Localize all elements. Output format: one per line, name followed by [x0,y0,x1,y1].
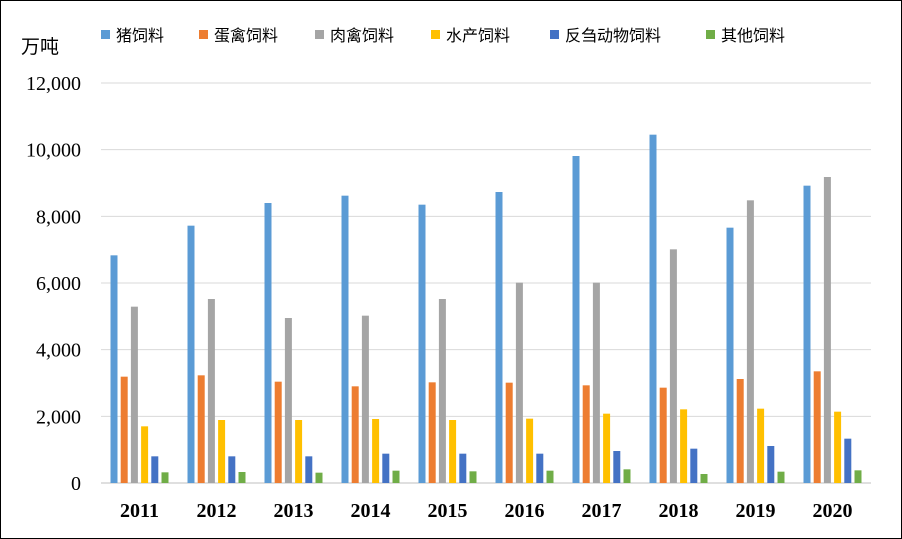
bar [428,382,436,483]
bar [613,451,621,483]
bar [151,456,159,483]
gridlines [101,82,871,417]
bar [592,282,600,483]
bar [669,249,677,483]
bar [218,420,226,483]
x-category-label: 2018 [659,500,699,522]
bar [844,438,852,483]
bar [161,472,169,483]
bar [659,387,667,483]
y-tick-label: 8,000 [36,206,81,228]
bar [238,472,246,483]
y-tick-label: 10,000 [26,140,81,162]
legend-label: 蛋禽饲料 [214,26,278,45]
legend-label: 反刍动物饲料 [565,26,661,45]
x-category-label: 2014 [351,500,391,522]
bar [449,420,457,483]
x-category-label: 2011 [120,500,159,522]
bar [228,456,236,483]
bar [110,255,118,483]
bar [572,156,580,483]
bar [546,470,554,483]
legend-swatch [431,30,440,39]
legend-swatch [101,30,110,39]
bar [680,409,688,483]
bar [141,426,149,483]
x-category-labels: 2011 2012 2013 2014 2015 2016 2017 2018 2019 2020 [120,500,852,522]
bar [536,453,544,483]
bar [582,385,590,483]
bar [603,413,611,483]
bar [746,200,754,483]
bar [438,299,446,483]
bar [469,471,477,483]
legend-swatch [550,30,559,39]
bar [361,315,369,483]
y-tick-label: 2,000 [36,406,81,428]
bar [526,418,534,483]
y-tick-label: 12,000 [26,73,81,95]
bar [392,470,400,483]
bar [120,376,128,483]
bar [726,227,734,483]
bar [767,446,775,483]
y-unit-label: 万吨 [21,36,59,58]
legend-swatch [315,30,324,39]
bar [813,371,821,483]
legend-swatch [199,30,208,39]
bar [274,381,282,483]
bar [736,379,744,483]
legend-label: 其他饲料 [721,26,785,45]
bar [823,177,831,483]
bar [777,471,785,483]
bars [110,134,862,484]
x-category-label: 2019 [736,500,776,522]
bar [305,456,313,483]
bar [505,382,513,483]
bar [649,134,657,484]
legend-swatch [706,30,715,39]
bar [700,474,708,483]
legend-label: 水产饲料 [446,26,510,45]
bar [623,469,631,483]
bar [372,419,380,483]
bar [315,472,323,483]
bar [264,203,272,483]
x-category-label: 2012 [197,500,237,522]
bar [515,282,523,483]
bar [854,470,862,483]
bar [207,299,215,483]
bar [295,420,303,483]
x-category-label: 2015 [428,500,468,522]
bar [834,411,842,483]
y-tick-label: 4,000 [36,340,81,362]
bar [351,386,359,483]
bar [459,453,467,483]
bar [803,185,811,484]
bar [197,375,205,483]
bar [382,453,390,483]
legend-label: 肉禽饲料 [330,26,394,45]
bar [690,448,698,483]
bar [418,204,426,484]
x-category-label: 2016 [505,500,545,522]
legend: 猪饲料 蛋禽饲料 肉禽饲料 水产饲料 反刍动物饲料 其他饲料 [101,26,785,45]
bar [187,225,195,484]
bar [284,318,292,483]
y-tick-label: 6,000 [36,273,81,295]
bar [341,195,349,484]
x-category-label: 2017 [582,500,622,522]
y-tick-labels: 0 2,000 4,000 6,000 8,000 10,000 12,000 [26,73,81,495]
bar [130,306,138,483]
legend-label: 猪饲料 [116,26,164,45]
y-tick-label: 0 [71,473,81,495]
x-category-label: 2020 [813,500,853,522]
bar [757,408,765,483]
x-category-label: 2013 [274,500,314,522]
bar [495,192,503,483]
